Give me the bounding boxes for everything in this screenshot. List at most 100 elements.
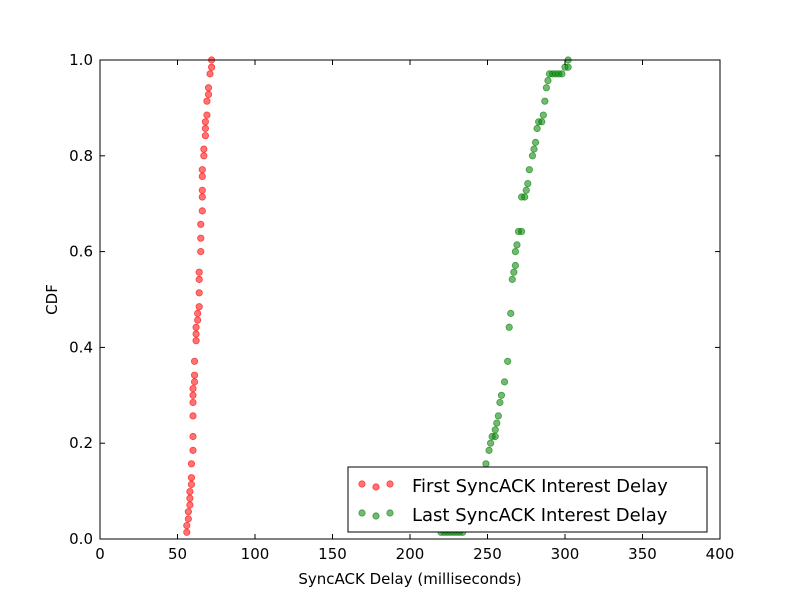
series-1-point bbox=[197, 234, 205, 242]
series-1-point bbox=[186, 494, 194, 502]
series-1-point bbox=[192, 330, 200, 338]
x-tick-label: 100 bbox=[241, 545, 270, 563]
series-2-point bbox=[491, 426, 499, 434]
series-1-point bbox=[187, 480, 196, 488]
series-1-point bbox=[203, 111, 211, 119]
x-axis-label: SyncACK Delay (milliseconds) bbox=[298, 570, 521, 588]
series-1-point bbox=[184, 508, 192, 516]
series-1-point bbox=[189, 398, 197, 407]
legend-marker-2 bbox=[372, 512, 380, 520]
series-1-point bbox=[183, 528, 191, 536]
x-tick-label: 350 bbox=[628, 545, 657, 563]
legend-marker-1 bbox=[372, 483, 380, 491]
series-1-point bbox=[186, 501, 194, 509]
x-tick-label: 300 bbox=[551, 545, 580, 563]
series-2-point bbox=[539, 111, 547, 119]
x-tick-label: 250 bbox=[473, 545, 502, 563]
y-tick-label: 0.4 bbox=[69, 338, 93, 356]
series-1-point bbox=[186, 487, 194, 496]
legend-marker-1 bbox=[358, 480, 366, 488]
series-1-point bbox=[195, 268, 203, 276]
series-2-point bbox=[493, 419, 501, 427]
series-2-point bbox=[486, 439, 495, 447]
series-1-point bbox=[190, 357, 199, 365]
series-1-point bbox=[204, 90, 213, 99]
series-2-point bbox=[496, 398, 504, 407]
x-tick-label: 50 bbox=[168, 545, 187, 563]
series-2-point bbox=[494, 412, 502, 420]
series-1-point bbox=[184, 515, 192, 523]
x-tick-label: 200 bbox=[396, 545, 425, 563]
y-tick-label: 0.6 bbox=[69, 243, 93, 261]
x-tick-label: 150 bbox=[318, 545, 347, 563]
series-2-point bbox=[525, 166, 533, 174]
series-2-point bbox=[507, 309, 515, 317]
series-1-point bbox=[208, 63, 216, 71]
series-1-point bbox=[195, 303, 203, 311]
series-1-point bbox=[198, 186, 206, 194]
y-axis-label: CDF bbox=[43, 284, 61, 315]
series-1-point bbox=[187, 460, 196, 468]
series-1-point bbox=[198, 172, 206, 180]
series-1-point bbox=[187, 474, 196, 482]
series-1-point bbox=[201, 118, 209, 126]
legend-marker-1 bbox=[386, 480, 394, 488]
series-2-point bbox=[505, 323, 513, 331]
series-2-point bbox=[558, 70, 566, 78]
series-2-point bbox=[485, 446, 493, 454]
series-2-point bbox=[522, 186, 530, 194]
series-2-point bbox=[482, 460, 490, 468]
series-1-point bbox=[195, 289, 203, 297]
y-tick-label: 0.2 bbox=[69, 434, 93, 452]
series-1-point bbox=[190, 371, 199, 379]
y-tick-label: 1.0 bbox=[69, 51, 93, 69]
legend-label-1: First SyncACK Interest Delay bbox=[412, 476, 668, 497]
series-2-point bbox=[511, 248, 520, 256]
series-2-point bbox=[538, 118, 546, 126]
series-2-point bbox=[521, 193, 529, 201]
series-2-point bbox=[531, 138, 540, 146]
series-1-point bbox=[189, 391, 197, 399]
series-2-point bbox=[510, 268, 518, 276]
legend-box bbox=[347, 466, 708, 533]
series-2-point bbox=[544, 76, 552, 85]
series-2-point bbox=[491, 432, 499, 441]
series-1-point bbox=[197, 220, 205, 228]
series-1-point bbox=[194, 316, 202, 324]
series-1-point bbox=[189, 446, 197, 454]
series-1-point bbox=[189, 384, 197, 393]
legend-marker-2 bbox=[358, 509, 366, 517]
plot-markers bbox=[183, 56, 572, 536]
x-tick-label: 400 bbox=[706, 545, 735, 563]
series-2-point bbox=[533, 124, 541, 133]
legend-entries: First SyncACK Interest Delay Last SyncACK… bbox=[358, 476, 668, 526]
series-1-point bbox=[189, 412, 197, 420]
series-2-point bbox=[500, 378, 509, 386]
series-1-point bbox=[198, 207, 206, 215]
series-2-point bbox=[541, 97, 549, 105]
series-1-point bbox=[200, 152, 208, 160]
y-tick-label: 0.8 bbox=[69, 147, 93, 165]
series-1-point bbox=[192, 323, 200, 331]
series-1-point bbox=[203, 97, 211, 105]
series-1-point bbox=[198, 193, 206, 201]
series-2-point bbox=[508, 275, 516, 283]
series-1-point bbox=[206, 70, 214, 78]
series-1-point bbox=[189, 432, 197, 441]
series-2-point bbox=[513, 241, 521, 249]
legend: First SyncACK Interest Delay Last SyncACK… bbox=[347, 466, 708, 533]
series-1-point bbox=[197, 248, 205, 256]
series-2-point bbox=[530, 145, 538, 153]
series-2-point bbox=[517, 227, 526, 236]
series-1-point bbox=[201, 124, 209, 133]
series-1-point bbox=[201, 132, 209, 140]
series-1-point bbox=[204, 84, 213, 92]
series-1-point bbox=[194, 309, 202, 317]
series-2-point bbox=[564, 63, 572, 71]
series-2-point bbox=[511, 261, 520, 270]
legend-marker-2 bbox=[386, 509, 394, 517]
y-tick-label: 0.0 bbox=[69, 530, 93, 548]
series-1-point bbox=[183, 521, 191, 530]
